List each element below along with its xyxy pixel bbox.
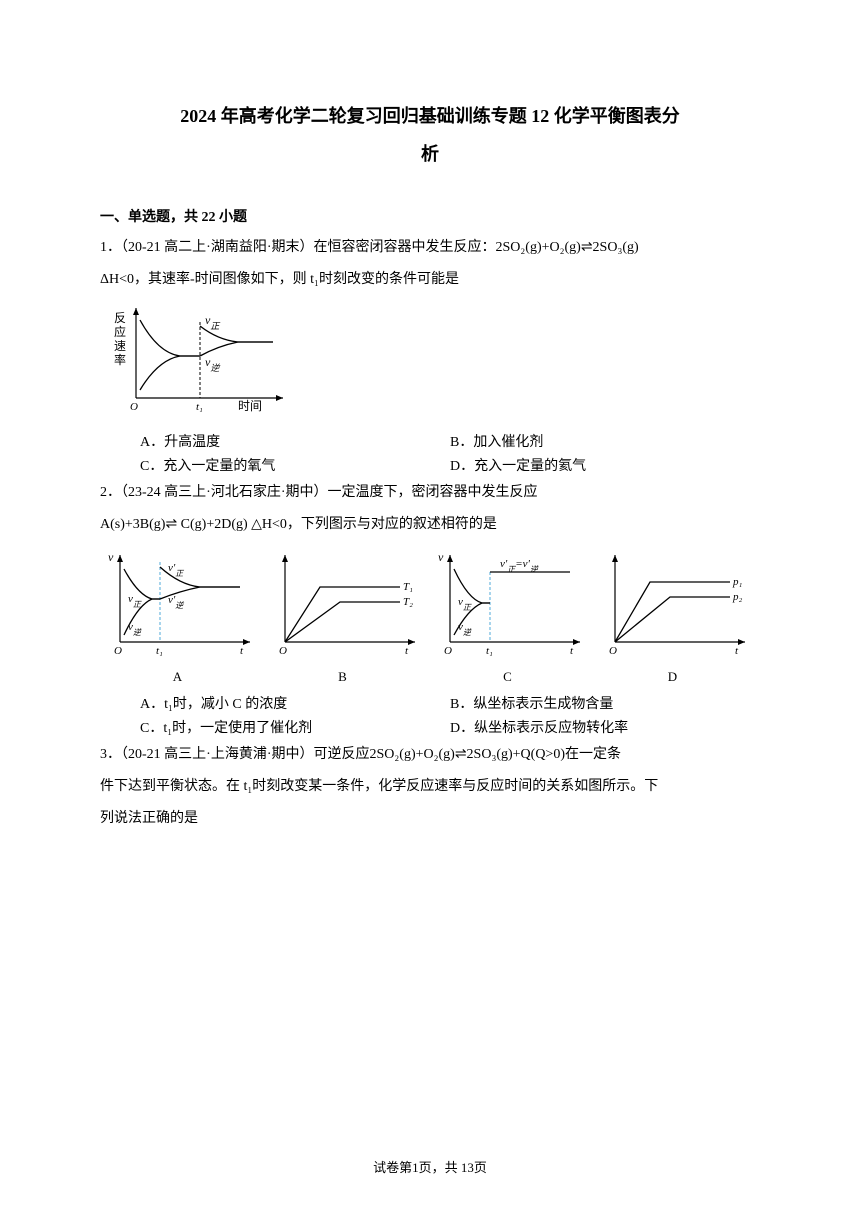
- q1-optionD: D．充入一定量的氦气: [450, 455, 760, 475]
- q1-options-row1: A．升高温度 B．加入催化剂: [140, 431, 760, 451]
- svg-text:t: t: [570, 645, 574, 657]
- q3-suffix: 在一定条: [565, 747, 621, 762]
- svg-text:v逆: v逆: [205, 355, 221, 373]
- q2-label-B: B: [265, 669, 420, 685]
- question-3: 3．（20-21 高三上·上海黄浦·期中）可逆反应2SO₂(g)+O₂(g)⇌2…: [100, 741, 760, 769]
- q2-optionD: D．纵坐标表示反应物转化率: [450, 717, 760, 737]
- q2-optionC: C．t₁时，一定使用了催化剂: [140, 717, 450, 737]
- q2-charts: v O t₁ t v正 v逆 v'正 v'逆 A O t T₁ T₂: [100, 547, 760, 685]
- svg-text:O: O: [444, 645, 452, 657]
- q2-label-A: A: [100, 669, 255, 685]
- q2-label-C: C: [430, 669, 585, 685]
- q2-optionA: A．t₁时，减小 C 的浓度: [140, 693, 450, 713]
- q2-chart-B: O t T₁ T₂ B: [265, 547, 420, 685]
- svg-text:v逆: v逆: [458, 621, 472, 637]
- q3-line3: 列说法正确的是: [100, 805, 760, 833]
- svg-text:t₁: t₁: [196, 401, 203, 413]
- q2-options-row1: A．t₁时，减小 C 的浓度 B．纵坐标表示生成物含量: [140, 693, 760, 713]
- svg-text:O: O: [114, 645, 122, 657]
- svg-text:v'逆: v'逆: [168, 594, 184, 610]
- question-1: 1．（20-21 高二上·湖南益阳·期末）在恒容密闭容器中发生反应：2SO₂(g…: [100, 234, 760, 262]
- q3-equation: 2SO₂(g)+O₂(g)⇌2SO₃(g)+Q(Q>0): [370, 747, 565, 762]
- svg-text:O: O: [609, 645, 617, 657]
- page-title: 2024 年高考化学二轮复习回归基础训练专题 12 化学平衡图表分: [100, 100, 760, 132]
- q2-options-row2: C．t₁时，一定使用了催化剂 D．纵坐标表示反应物转化率: [140, 717, 760, 737]
- svg-text:T₂: T₂: [403, 596, 413, 608]
- q3-line2: 件下达到平衡状态。在 t₁时刻改变某一条件，化学反应速率与反应时间的关系如图所示…: [100, 773, 760, 801]
- svg-text:t₁: t₁: [486, 645, 493, 657]
- svg-text:v'正=v'逆: v'正=v'逆: [500, 558, 539, 574]
- page-footer: 试卷第1页，共 13页: [0, 1157, 860, 1176]
- svg-text:v逆: v逆: [128, 621, 142, 637]
- q2-chart-A: v O t₁ t v正 v逆 v'正 v'逆 A: [100, 547, 255, 685]
- svg-text:时间: 时间: [238, 399, 262, 413]
- svg-text:t: t: [405, 645, 409, 657]
- q1-options-row2: C．充入一定量的氧气 D．充入一定量的氦气: [140, 455, 760, 475]
- svg-text:p₁: p₁: [732, 576, 743, 588]
- svg-text:v: v: [438, 550, 444, 564]
- q2-chart-D: O t p₁ p₂ D: [595, 547, 750, 685]
- svg-text:v正: v正: [205, 313, 220, 331]
- q1-prefix: 1．（20-21 高二上·湖南益阳·期末）在恒容密闭容器中发生反应：: [100, 240, 496, 255]
- svg-text:p₂: p₂: [732, 591, 743, 603]
- q1-optionB: B．加入催化剂: [450, 431, 760, 451]
- svg-text:t: t: [240, 645, 244, 657]
- q1-chart: 反 应 速 率 O t₁ 时间 v正 v逆: [108, 298, 760, 423]
- svg-text:t: t: [735, 645, 739, 657]
- svg-text:率: 率: [114, 352, 126, 367]
- q2-line2: A(s)+3B(g)⇌ C(g)+2D(g) △H<0，下列图示与对应的叙述相符…: [100, 511, 760, 539]
- svg-text:T₁: T₁: [403, 581, 413, 593]
- svg-text:O: O: [279, 645, 287, 657]
- q1-line2: ΔH<0，其速率-时间图像如下，则 t₁时刻改变的条件可能是: [100, 266, 760, 294]
- svg-text:O: O: [130, 401, 138, 413]
- q3-prefix: 3．（20-21 高三上·上海黄浦·期中）可逆反应: [100, 747, 370, 762]
- page-title-sub: 析: [100, 140, 760, 166]
- q1-optionA: A．升高温度: [140, 431, 450, 451]
- svg-text:应: 应: [114, 324, 126, 339]
- svg-text:v正: v正: [458, 596, 472, 612]
- q1-optionC: C．充入一定量的氧气: [140, 455, 450, 475]
- q2-optionB: B．纵坐标表示生成物含量: [450, 693, 760, 713]
- q2-label-D: D: [595, 669, 750, 685]
- section-header: 一、单选题，共 22 小题: [100, 206, 760, 226]
- svg-text:速: 速: [114, 339, 126, 353]
- question-2: 2．（23-24 高三上·河北石家庄·期中）一定温度下，密闭容器中发生反应: [100, 479, 760, 507]
- svg-text:t₁: t₁: [156, 645, 163, 657]
- q2-chart-C: v O t₁ t v正 v逆 v'正=v'逆 C: [430, 547, 585, 685]
- svg-text:反: 反: [114, 311, 126, 325]
- svg-text:v正: v正: [128, 593, 142, 609]
- svg-text:v: v: [108, 550, 114, 564]
- q1-equation: 2SO₂(g)+O₂(g)⇌2SO₃(g): [496, 240, 639, 255]
